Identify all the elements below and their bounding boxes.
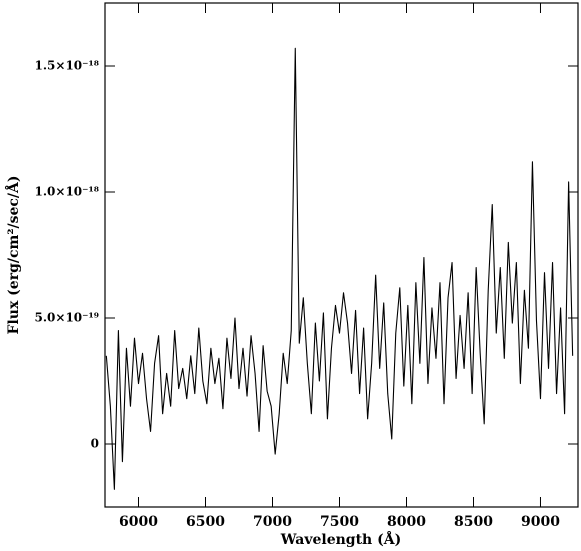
y-tick-label: 5.0×10⁻¹⁹: [35, 311, 99, 325]
x-tick-label: 7500: [320, 514, 359, 530]
x-tick-label: 8500: [454, 514, 493, 530]
spectrum-line: [105, 47, 574, 490]
x-tick-label: 7000: [253, 514, 292, 530]
x-tick-label: 6000: [119, 514, 158, 530]
x-tick-label: 9000: [521, 514, 560, 530]
plot-frame: [104, 2, 579, 508]
y-tick-label: 1.0×10⁻¹⁸: [35, 185, 99, 199]
x-tick-label: 8000: [387, 514, 426, 530]
x-tick-label: 6500: [186, 514, 225, 530]
y-tick-label: 1.5×10⁻¹⁸: [35, 59, 99, 73]
y-tick-label: 0: [91, 437, 99, 451]
x-axis-label: Wavelength (Å): [280, 530, 401, 548]
y-axis-label: Flux (erg/cm²/sec/Å): [4, 176, 22, 335]
